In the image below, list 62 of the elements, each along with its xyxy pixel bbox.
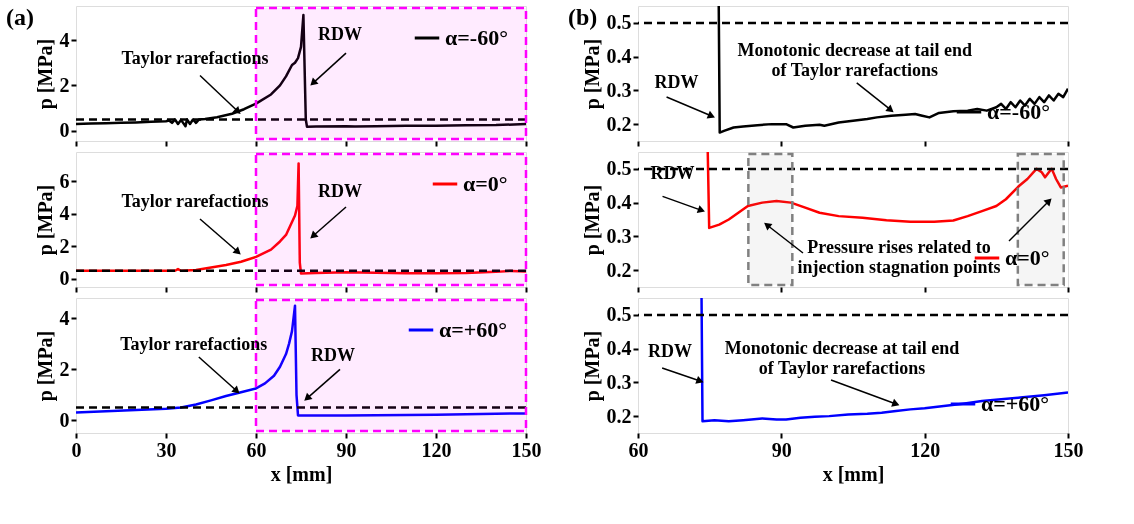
legend-label: α=-60°	[445, 25, 508, 50]
x-tick-label: 90	[771, 438, 792, 461]
annotation: RDW	[648, 341, 693, 362]
text: (a)	[6, 4, 34, 30]
y-tick-label: 0.4	[606, 337, 632, 360]
annotation: Monotonic decrease at tail end of Taylor rarefactions	[724, 338, 960, 378]
annotation: Pressure rises related to injection stagnation points	[797, 237, 1001, 277]
y-tick-label: 0.3	[606, 370, 632, 393]
x-axis-title: x [mm]	[822, 462, 885, 485]
annotation: RDW	[318, 181, 362, 201]
x-tick-label: 90	[336, 438, 357, 461]
legend-label: α=0°	[463, 171, 508, 196]
y-tick-label: 0.3	[606, 224, 632, 247]
x-tick-label: 150	[1053, 438, 1084, 461]
annotation: Taylor rarefactions	[121, 47, 269, 68]
annotation: RDW	[311, 345, 355, 366]
y-tick-label: 0.2	[606, 112, 632, 135]
y-tick-label: 6	[59, 169, 70, 192]
line-series	[706, 152, 1068, 230]
y-tick-label: 2	[59, 357, 70, 380]
y-tick-label: 0	[59, 119, 70, 142]
y-tick-label: 0.3	[606, 78, 632, 101]
y-tick-label: 0.5	[606, 11, 632, 34]
y-axis-title: p [MPa]	[33, 330, 57, 402]
x-axis-title: x [mm]	[270, 462, 333, 485]
annotation: RDW	[318, 24, 362, 45]
y-tick-label: 0.2	[606, 258, 632, 281]
y-tick-label: 0.4	[606, 45, 632, 68]
legend-label: α=0°	[1005, 245, 1050, 270]
x-tick-label: 30	[156, 438, 177, 461]
y-axis-title: p [MPa]	[33, 38, 57, 110]
x-tick-label: 150	[511, 438, 542, 461]
annotation: Taylor rarefactions	[120, 333, 268, 354]
y-tick-label: 0	[59, 408, 70, 431]
y-tick-label: 2	[59, 234, 70, 257]
annotation: RDW	[654, 72, 699, 93]
y-axis-title: p [MPa]	[580, 330, 604, 402]
y-tick-label: 0.4	[606, 191, 632, 214]
y-tick-label: 0.5	[606, 157, 632, 180]
y-tick-label: 4	[59, 202, 70, 225]
x-tick-label: 60	[246, 438, 267, 461]
y-tick-label: 4	[59, 306, 70, 329]
y-axis-title: p [MPa]	[33, 184, 57, 256]
y-tick-label: 0.2	[606, 404, 632, 427]
y-tick-label: 0	[59, 267, 70, 290]
text: (b)	[568, 4, 598, 30]
y-tick-label: 0.5	[606, 303, 632, 326]
legend-label: α=-60°	[987, 99, 1050, 124]
line-series	[76, 13, 526, 128]
x-tick-label: 120	[910, 438, 941, 461]
y-axis-title: p [MPa]	[580, 38, 604, 110]
x-tick-label: 120	[421, 438, 452, 461]
annotation: Monotonic decrease at tail end of Taylor rarefactions	[737, 39, 973, 80]
line-series	[700, 298, 1068, 423]
annotation: Taylor rarefactions	[121, 191, 269, 211]
x-tick-label: 60	[628, 438, 649, 461]
legend-label: α=+60°	[439, 317, 508, 342]
legend-label: α=+60°	[981, 391, 1050, 416]
y-tick-label: 4	[59, 28, 70, 51]
y-axis-title: p [MPa]	[580, 184, 604, 256]
y-tick-label: 2	[59, 73, 70, 96]
line-series	[76, 304, 526, 417]
